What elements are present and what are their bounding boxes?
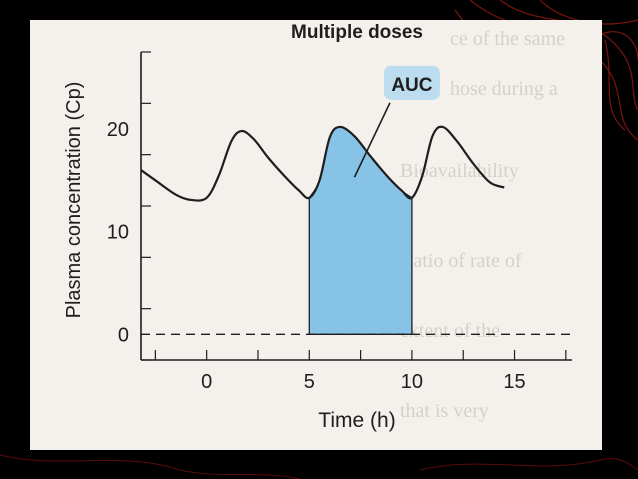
y-tick-label: 0 [118,324,129,346]
background-textbook-text: Ratio of rate of [400,250,522,272]
auc-label-box [383,65,440,100]
y-tick-label: 10 [107,222,129,244]
x-tick-label: 15 [503,371,525,393]
background-textbook-text: ce of the same [450,28,565,50]
concentration-curve [140,125,505,202]
annotation-layer: AUC [353,65,440,178]
axes-layer: 0 10 20 0 5 10 15 [107,51,572,393]
background-textbook-text: extent of the [400,320,500,342]
x-tick-label: 0 [201,371,212,393]
curve-layer [140,125,505,202]
background-textbook-text: Bioavailability [400,160,519,182]
x-tick-label: 10 [401,371,423,393]
x-axis-label: Time (h) [318,409,395,432]
auc-pointer-line [353,102,391,178]
red-swirl-decoration-bottom [0,454,638,479]
x-tick-label: 5 [304,371,315,393]
y-axis-label: Plasma concentration (Cp) [63,82,85,319]
chart-title: Multiple doses [291,22,423,43]
y-tick-label: 20 [107,119,129,141]
auc-label: AUC [391,75,432,96]
background-textbook-text: hose during a [450,78,558,100]
background-textbook-text: that is very [400,400,489,422]
